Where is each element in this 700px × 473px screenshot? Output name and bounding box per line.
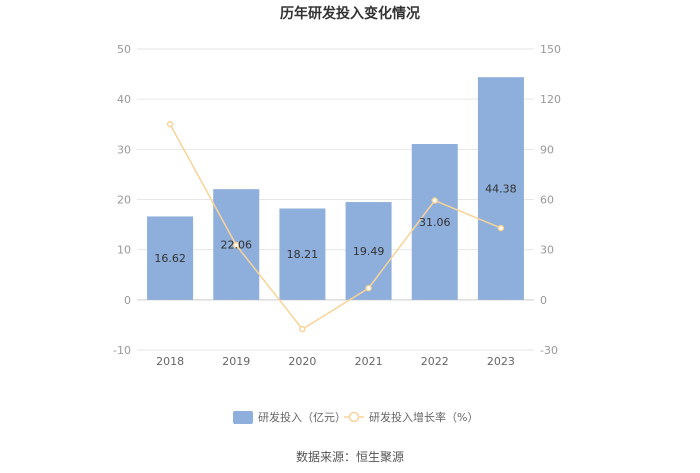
y-right-tick-label: 150 [540,43,561,56]
bar-data-label: 31.06 [419,216,451,229]
x-tick-label: 2023 [487,355,515,368]
y-right-tick-label: -30 [540,344,558,357]
legend-line-label: 研发投入增长率（%） [369,410,478,424]
legend-line-marker [348,411,360,423]
bar-series [147,77,524,300]
y-right-tick-label: 30 [540,244,554,257]
line-series [166,121,505,333]
grid [137,48,534,351]
x-axis: 2018 2019 2020 2021 2022 2023 [156,355,515,368]
chart-title: 历年研发投入变化情况 [280,5,420,22]
y-axis-right: -30 0 30 60 90 120 150 [540,43,561,357]
y-axis-left: -10 0 10 20 30 40 50 [113,43,131,357]
bar-data-label: 44.38 [485,183,517,196]
x-tick-label: 2021 [355,355,383,368]
bar [477,77,524,300]
bar-data-label: 19.49 [353,245,385,258]
y-right-tick-label: 90 [540,143,554,156]
y-left-tick-label: 20 [117,194,131,207]
line-point [431,197,438,204]
growth-line [169,123,502,331]
y-right-tick-label: 120 [540,93,561,106]
y-left-tick-label: 0 [124,294,131,307]
y-left-tick-label: 50 [117,43,131,56]
line-point [497,224,505,232]
line-point [233,241,240,249]
y-right-tick-label: 0 [540,294,547,307]
bar [279,208,326,300]
x-tick-label: 2022 [421,355,449,368]
y-left-tick-label: -10 [113,344,131,357]
bar-data-labels: 16.62 22.06 18.21 19.49 31.06 44.38 [154,183,516,266]
line-point [299,325,306,333]
bar-data-label: 18.21 [287,248,319,261]
x-tick-label: 2020 [288,355,316,368]
source-text: 数据来源：恒生聚源 [296,449,404,464]
bar-data-label: 22.06 [221,238,253,251]
legend-bar-swatch [233,411,253,424]
y-left-tick-label: 40 [117,93,131,106]
y-left-tick-label: 30 [117,143,131,156]
bar [147,216,194,300]
x-tick-label: 2019 [222,355,250,368]
bar [345,202,392,300]
line-point [365,284,372,292]
y-left-tick-label: 10 [117,244,131,257]
y-right-tick-label: 60 [540,194,554,207]
line-point [166,121,174,128]
x-tick-label: 2018 [156,355,184,368]
bar-data-label: 16.62 [154,252,186,265]
legend: 研发投入（亿元） 研发投入增长率（%） [233,410,478,424]
legend-bar-label: 研发投入（亿元） [258,410,346,424]
